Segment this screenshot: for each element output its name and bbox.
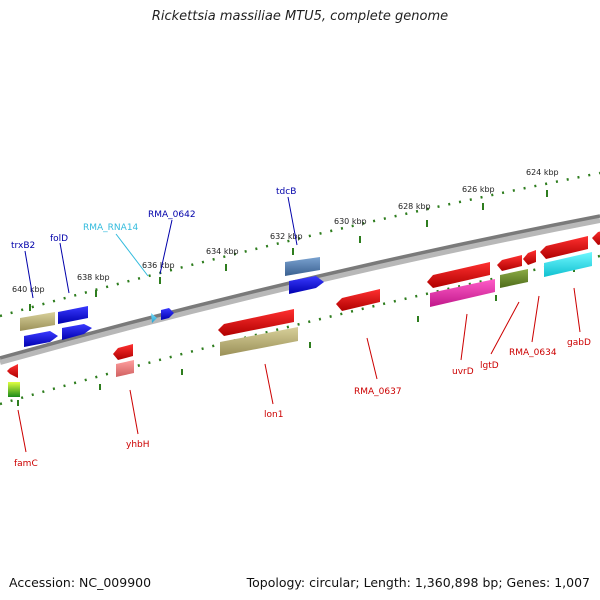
gene-yhbH-pink xyxy=(116,360,134,377)
leader-trxB2 xyxy=(24,250,34,299)
lower-major-ticks xyxy=(17,266,575,406)
gene-lon1-khaki xyxy=(220,327,298,356)
gene-edge-red xyxy=(592,231,600,245)
leader-famC xyxy=(17,409,27,453)
leader-RMA_0634 xyxy=(531,295,540,343)
leader-RMA_0642 xyxy=(159,219,173,275)
gene-uvrD-magenta xyxy=(430,279,495,307)
leader-RMA_0637 xyxy=(366,337,378,380)
leader-lgtD xyxy=(490,301,520,355)
label-folD: folD xyxy=(50,234,68,244)
label-leaders xyxy=(17,196,581,453)
label-lgtD: lgtD xyxy=(480,361,499,371)
gene-tdcB-lower xyxy=(289,276,324,294)
label-uvrD: uvrD xyxy=(452,367,474,377)
gene-folD-upper xyxy=(58,306,88,324)
reverse-features xyxy=(7,231,600,397)
tick-label-626: 626 kbp xyxy=(462,185,495,194)
tick-label-630: 630 kbp xyxy=(334,217,367,226)
label-RMA_0634: RMA_0634 xyxy=(509,348,557,358)
label-famC: famC xyxy=(14,459,38,469)
gene-lgtD-red xyxy=(497,255,522,271)
leader-lon1 xyxy=(264,363,274,405)
tick-label-638: 638 kbp xyxy=(77,273,110,282)
genome-summary-text: Topology: circular; Length: 1,360,898 bp… xyxy=(246,575,590,590)
gene-gabD-cyan xyxy=(544,252,592,277)
tick-label-624: 624 kbp xyxy=(526,168,559,177)
leader-yhbH xyxy=(129,389,139,435)
gene-RMA_0642 xyxy=(161,308,174,320)
gene-trxB2-upper xyxy=(20,312,55,331)
tick-label-632: 632 kbp xyxy=(270,232,303,241)
accession-text: Accession: NC_009900 xyxy=(9,575,152,590)
gene-RMA_0637 xyxy=(336,289,380,311)
gene-folD-lower xyxy=(62,324,92,340)
gene-lgtD-olive xyxy=(500,269,528,288)
label-RMA_0637: RMA_0637 xyxy=(354,387,402,397)
gene-lon1-red xyxy=(218,309,294,336)
leader-rna14 xyxy=(115,233,149,277)
label-trxB2: trxB2 xyxy=(11,241,35,251)
gene-rna14 xyxy=(151,313,157,323)
map-title: Rickettsia massiliae MTU5, complete geno… xyxy=(151,9,449,24)
gene-trxB2-lower xyxy=(24,331,58,347)
tick-label-640: 640 kbp xyxy=(12,285,45,294)
label-tdcB: tdcB xyxy=(276,187,296,197)
gene-famC-red xyxy=(7,364,18,378)
tick-label-636: 636 kbp xyxy=(142,261,175,270)
gene-yhbH-red xyxy=(113,344,133,360)
gene-famC-green xyxy=(8,382,20,397)
scale-major-ticks xyxy=(29,190,548,311)
leader-folD xyxy=(59,242,70,294)
gene-uvrD-red xyxy=(427,262,490,288)
gene-gabD-red xyxy=(540,236,588,259)
label-RMA_0642: RMA_0642 xyxy=(148,210,196,220)
scale-track xyxy=(0,171,600,318)
label-lon1: lon1 xyxy=(264,410,283,420)
label-rna14: RMA_RNA14 xyxy=(83,223,139,233)
tick-label-628: 628 kbp xyxy=(398,202,431,211)
label-yhbH: yhbH xyxy=(126,440,150,450)
leader-uvrD xyxy=(460,313,468,361)
gene-labels: trxB2 folD RMA_RNA14 RMA_0642 tdcB famC … xyxy=(11,187,591,469)
gene-tdcB-upper xyxy=(285,257,320,276)
leader-tdcB xyxy=(287,196,298,246)
gene-RMA_0634 xyxy=(523,250,536,265)
tick-label-634: 634 kbp xyxy=(206,247,239,256)
forward-features xyxy=(20,257,324,347)
label-gabD: gabD xyxy=(567,338,591,348)
scale-tick-labels: 640 kbp 638 kbp 636 kbp 634 kbp 632 kbp … xyxy=(12,168,559,294)
leader-gabD xyxy=(573,287,581,333)
